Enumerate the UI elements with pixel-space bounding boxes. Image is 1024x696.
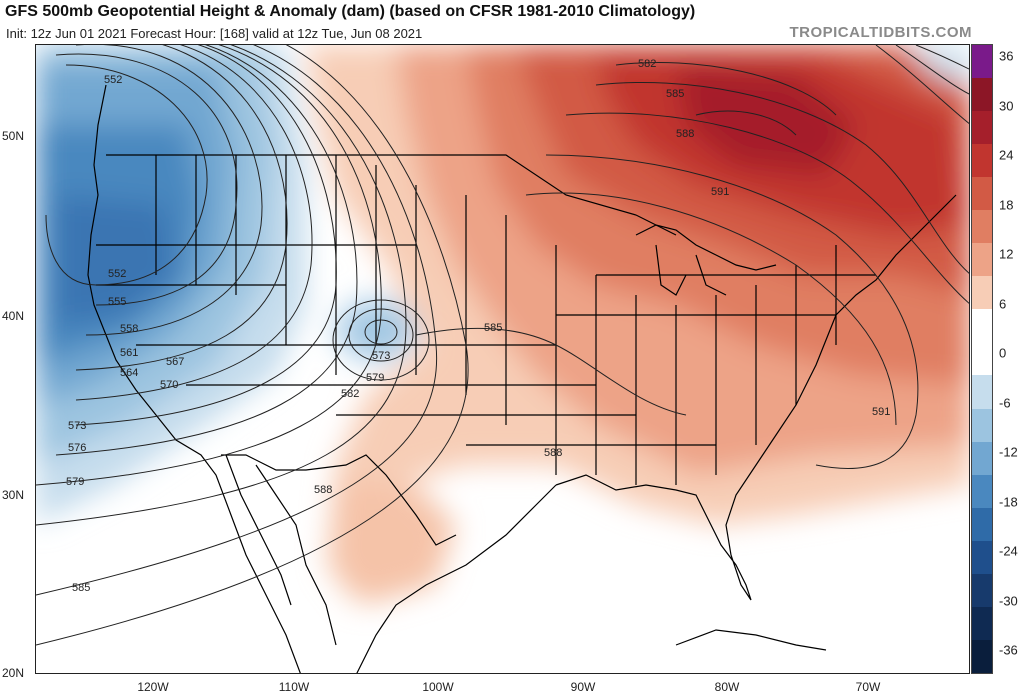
colorbar-segment — [972, 210, 992, 244]
contour-label: 576 — [68, 442, 86, 454]
contour-label: 588 — [544, 447, 562, 459]
colorbar-segment — [972, 78, 992, 112]
colorbar-label: 6 — [999, 296, 1007, 311]
brand-watermark: TROPICALTIDBITS.COM — [789, 24, 972, 41]
colorbar-segment — [972, 573, 992, 607]
contour-label: 582 — [341, 388, 359, 400]
colorbar — [971, 44, 993, 674]
colorbar-label: -18 — [999, 494, 1018, 509]
lon-label: 90W — [570, 680, 596, 694]
chart-subtitle: Init: 12z Jun 01 2021 Forecast Hour: [16… — [6, 26, 423, 41]
contour-label: 579 — [66, 476, 84, 488]
colorbar-segment — [972, 342, 992, 376]
contour-label: 573 — [372, 350, 390, 362]
map-svg: 552 552 555 558 561 564 567 570 573 576 … — [36, 45, 969, 673]
colorbar-label: 12 — [999, 246, 1014, 262]
colorbar-segment — [972, 441, 992, 475]
contour-label: 567 — [166, 356, 184, 368]
lat-label: 20N — [2, 666, 25, 680]
height-contours — [36, 45, 969, 646]
contour-label: 582 — [638, 58, 656, 70]
map-outlines — [87, 84, 957, 673]
colorbar-label: 0 — [999, 345, 1007, 361]
colorbar-segment — [972, 144, 992, 178]
colorbar-segment — [972, 408, 992, 442]
contour-label: 564 — [120, 367, 138, 379]
colorbar-label: 18 — [999, 197, 1014, 212]
colorbar-segment — [972, 639, 992, 673]
colorbar-label: -30 — [999, 593, 1018, 608]
contour-label: 588 — [676, 128, 694, 140]
map-panel: 552 552 555 558 561 564 567 570 573 576 … — [35, 44, 970, 674]
colorbar-segment — [972, 243, 992, 277]
contour-label: 585 — [666, 88, 684, 100]
colorbar-segment — [972, 540, 992, 574]
colorbar-segment — [972, 507, 992, 541]
lat-label: 50N — [2, 129, 25, 143]
contour-label: 573 — [68, 420, 86, 432]
colorbar-label: 24 — [999, 147, 1014, 163]
colorbar-label: 36 — [999, 48, 1014, 64]
contour-label: 585 — [72, 582, 90, 594]
anomaly-shading — [36, 45, 969, 605]
lon-label: 80W — [714, 680, 740, 694]
colorbar-label: -36 — [999, 642, 1018, 658]
contour-label: 552 — [108, 268, 126, 280]
colorbar-label: 30 — [999, 98, 1014, 113]
contour-label: 591 — [711, 186, 729, 198]
lat-label: 30N — [2, 488, 25, 502]
contour-label: 570 — [160, 379, 178, 391]
lon-label: 100W — [422, 680, 454, 694]
colorbar-label: -12 — [999, 444, 1018, 460]
colorbar-segment — [972, 606, 992, 640]
chart-title: GFS 500mb Geopotential Height & Anomaly … — [5, 3, 696, 20]
contour-label: 579 — [366, 372, 384, 384]
colorbar-segment — [972, 375, 992, 409]
contour-label: 591 — [872, 406, 890, 418]
colorbar-segment — [972, 111, 992, 145]
contour-label: 561 — [120, 347, 138, 359]
lat-label: 40N — [2, 309, 25, 323]
contour-label: 552 — [104, 74, 122, 86]
contour-label: 585 — [484, 322, 502, 334]
colorbar-segment — [972, 177, 992, 211]
colorbar-segment — [972, 45, 992, 79]
lon-label: 110W — [278, 680, 310, 694]
colorbar-segment — [972, 276, 992, 310]
colorbar-label: -24 — [999, 543, 1018, 559]
contour-label-group: 552 552 555 558 561 564 567 570 573 576 … — [66, 58, 890, 594]
colorbar-label: -6 — [999, 395, 1011, 410]
lon-label: 70W — [855, 680, 881, 694]
contour-label: 555 — [108, 296, 126, 308]
colorbar-segment — [972, 474, 992, 508]
contour-label: 558 — [120, 323, 138, 335]
colorbar-segment — [972, 309, 992, 343]
contour-label: 588 — [314, 484, 332, 496]
lon-label: 120W — [137, 680, 169, 694]
